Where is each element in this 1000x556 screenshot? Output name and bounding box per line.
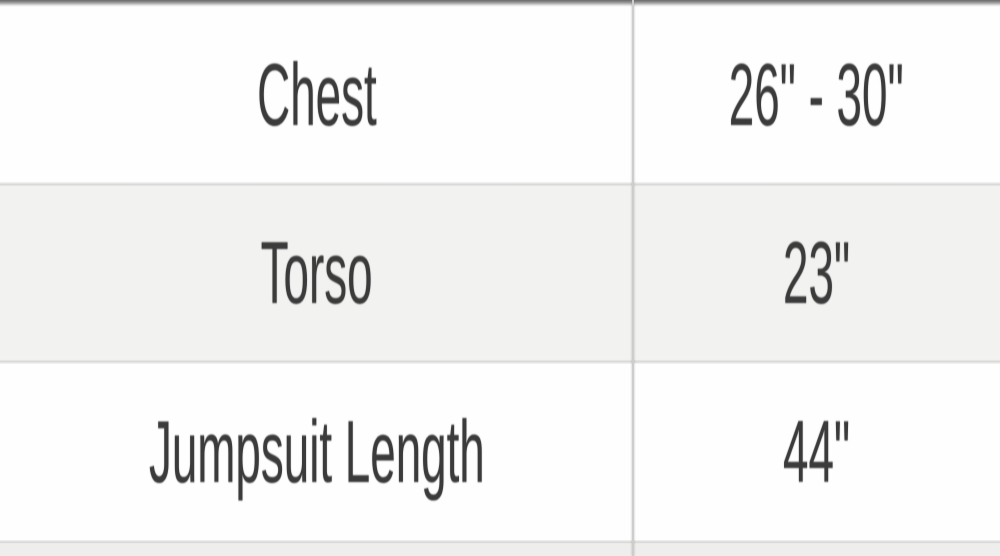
measurement-label: Chest <box>256 44 377 144</box>
measurement-value: 26" - 30" <box>729 44 904 144</box>
row-divider <box>0 182 1000 187</box>
measurement-label-cell: Chest <box>0 7 633 182</box>
table-row-jumpsuit-length: Jumpsuit Length 44" <box>0 364 1000 540</box>
table-top-border <box>0 0 1000 7</box>
row-divider <box>0 359 1000 364</box>
measurement-value-cell: 44" <box>633 364 1000 540</box>
measurement-value-cell: 26" - 30" <box>633 7 1000 182</box>
measurement-label: Torso <box>260 223 373 322</box>
measurement-label-cell: Torso <box>0 187 633 359</box>
row-divider <box>0 540 1000 544</box>
table-row-torso: Torso 23" <box>0 187 1000 359</box>
measurement-value-cell: 23" <box>633 187 1000 359</box>
column-divider <box>632 0 634 556</box>
measurement-value: 23" <box>782 223 851 322</box>
table-row-chest: Chest 26" - 30" <box>0 7 1000 182</box>
measurement-label: Jumpsuit Length <box>148 402 485 501</box>
measurement-value: 44" <box>782 402 851 501</box>
measurement-label-cell: Jumpsuit Length <box>0 364 633 540</box>
next-row-partial <box>0 544 1000 556</box>
